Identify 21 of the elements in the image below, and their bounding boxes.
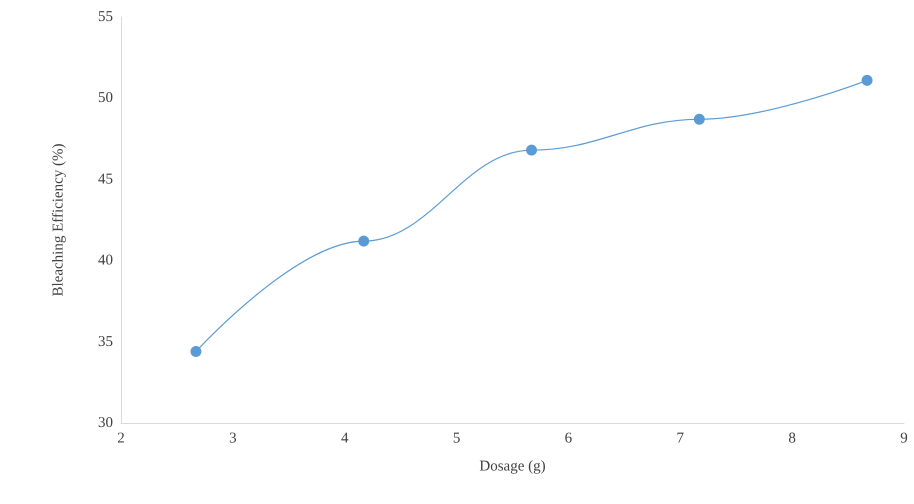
x-tick-label: 7	[676, 430, 685, 446]
point	[862, 74, 873, 86]
y-tick-label: 45	[98, 171, 113, 188]
y-axis-title: Bleaching Efficiency (%)	[50, 144, 66, 296]
point	[694, 114, 705, 125]
x-tick-label: 4	[340, 430, 349, 446]
x-tick-label: 3	[229, 430, 237, 446]
point	[526, 144, 538, 156]
x-tick-label: 6	[564, 430, 573, 446]
y-tick-label: 50	[98, 90, 113, 106]
y-tick-label: 40	[98, 252, 113, 269]
y-tick-label: 35	[98, 334, 113, 350]
x-tick-label: 9	[900, 430, 908, 446]
x-tick-label: 8	[788, 430, 796, 446]
point	[190, 346, 202, 358]
point	[358, 236, 370, 247]
y-tick-label: 30	[98, 415, 113, 431]
x-axis-title: Dosage (g)	[479, 458, 546, 474]
x-tick-label: 5	[452, 430, 460, 446]
x-tick-label: 2	[117, 430, 125, 446]
y-tick-label: 55	[98, 9, 113, 25]
